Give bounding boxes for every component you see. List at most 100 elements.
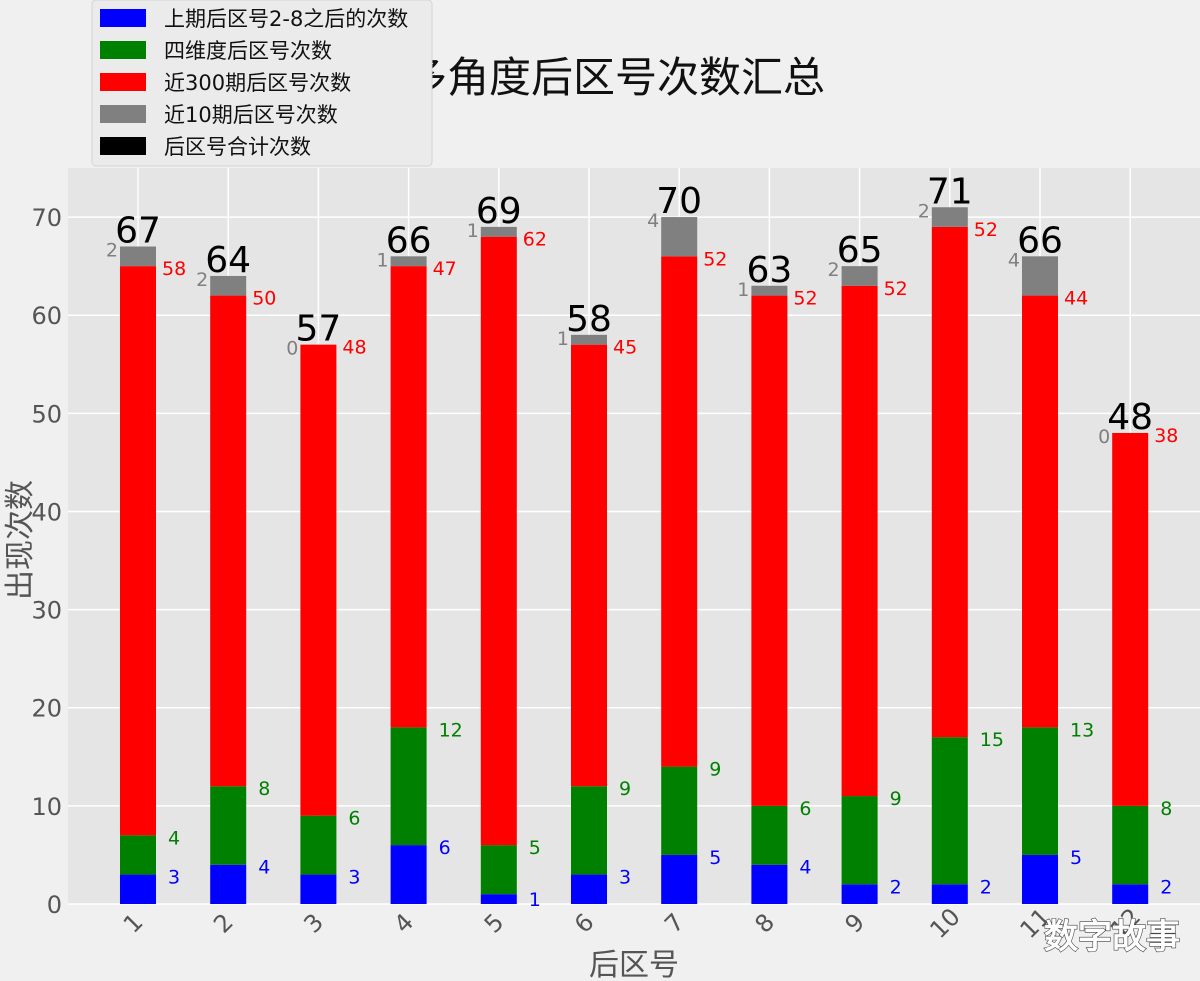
data-label: 9 xyxy=(890,788,902,810)
data-label: 45 xyxy=(613,337,637,359)
data-label: 8 xyxy=(258,778,270,800)
data-label: 4 xyxy=(168,827,180,849)
y-tick-label: 40 xyxy=(31,498,62,526)
x-tick-label: 9 xyxy=(840,908,871,939)
data-label: 4 xyxy=(1008,249,1020,271)
x-axis-label: 后区号 xyxy=(589,948,679,981)
total-label: 64 xyxy=(205,240,251,281)
data-label: 50 xyxy=(252,288,276,310)
y-tick-labels: 0 10 20 30 40 50 60 70 xyxy=(31,204,62,919)
bar-segment-blue xyxy=(751,864,788,904)
bar-segment-green xyxy=(210,786,247,865)
data-label: 38 xyxy=(1154,425,1178,447)
data-label: 62 xyxy=(523,229,547,251)
legend-swatch xyxy=(100,137,146,155)
data-label: 52 xyxy=(703,248,727,270)
x-tick-label: 10 xyxy=(924,903,965,944)
total-label: 71 xyxy=(927,171,973,212)
data-label: 4 xyxy=(647,210,659,232)
y-tick-label: 0 xyxy=(47,891,62,919)
data-label: 6 xyxy=(439,837,451,859)
bar-segment-green xyxy=(841,796,878,885)
data-label: 1 xyxy=(529,889,541,911)
data-label: 6 xyxy=(348,808,360,830)
data-label: 5 xyxy=(529,837,541,859)
data-label: 52 xyxy=(793,288,817,310)
data-label: 15 xyxy=(980,729,1004,751)
legend-label: 近300期后区号次数 xyxy=(164,71,351,95)
data-label: 4 xyxy=(258,857,270,879)
total-label: 66 xyxy=(1017,220,1063,261)
total-label: 70 xyxy=(656,181,702,222)
bar-segment-red xyxy=(210,295,247,787)
data-label: 4 xyxy=(799,857,811,879)
total-label: 58 xyxy=(566,299,612,340)
legend-label: 近10期后区号次数 xyxy=(164,103,338,127)
bar-segment-gray xyxy=(120,246,156,267)
data-label: 9 xyxy=(619,778,631,800)
total-label: 67 xyxy=(115,211,161,252)
bar-segment-blue xyxy=(931,884,968,904)
total-label: 57 xyxy=(295,309,341,350)
bar-segment-gray xyxy=(210,275,247,296)
bar-segment-blue xyxy=(120,874,156,904)
bar-segment-red xyxy=(1022,295,1058,728)
bar-segment-green xyxy=(120,835,156,875)
bar-segment-red xyxy=(390,266,427,728)
legend: 上期后区号2-8之后的次数四维度后区号次数近300期后区号次数近10期后区号次数… xyxy=(91,0,433,167)
legend-label: 四维度后区号次数 xyxy=(164,39,332,63)
data-label: 52 xyxy=(974,219,998,241)
total-label: 65 xyxy=(837,230,883,271)
data-label: 2 xyxy=(980,876,992,898)
bar-segment-gray xyxy=(841,266,878,286)
bar-segment-gray xyxy=(751,285,788,296)
bar-segment-blue xyxy=(661,854,698,904)
y-tick-label: 60 xyxy=(31,302,62,330)
legend-label: 上期后区号2-8之后的次数 xyxy=(164,7,408,31)
data-label: 3 xyxy=(619,867,631,889)
bar-segment-green xyxy=(931,737,968,885)
data-label: 12 xyxy=(439,719,463,741)
total-label: 66 xyxy=(386,220,432,261)
y-tick-label: 70 xyxy=(31,204,62,232)
legend-swatch xyxy=(100,41,146,59)
x-tick-labels: 1 2 3 4 5 6 7 8 9 10 11 12 xyxy=(118,903,1146,944)
data-label: 2 xyxy=(828,259,840,281)
data-label: 13 xyxy=(1070,719,1094,741)
bar-segment-red xyxy=(571,344,607,787)
legend-box xyxy=(91,0,433,167)
data-label: 6 xyxy=(799,798,811,820)
bar-segment-red xyxy=(1112,432,1149,806)
total-label: 69 xyxy=(476,191,522,232)
bar-segment-green xyxy=(300,815,337,875)
bar-segment-red xyxy=(751,295,788,806)
bar-segment-blue xyxy=(480,894,517,904)
data-label: 2 xyxy=(890,876,902,898)
data-label: 2 xyxy=(918,200,930,222)
bar-segment-blue xyxy=(571,874,607,904)
data-label: 2 xyxy=(106,240,118,262)
bar-segment-blue xyxy=(1022,854,1058,904)
data-label: 1 xyxy=(737,279,749,301)
bar-segment-blue xyxy=(300,874,337,904)
legend-label: 后区号合计次数 xyxy=(164,135,311,159)
y-tick-label: 30 xyxy=(31,597,62,625)
bar-segment-blue xyxy=(210,864,247,904)
legend-swatch xyxy=(100,73,146,91)
y-axis-label: 出现次数 xyxy=(3,480,38,600)
bar-segment-green xyxy=(571,786,607,875)
bar-segment-green xyxy=(751,805,788,865)
x-tick-label: 1 xyxy=(118,908,149,939)
y-tick-label: 20 xyxy=(31,695,62,723)
data-label: 5 xyxy=(709,847,721,869)
bar-segment-gray xyxy=(1022,256,1058,296)
bar-segment-red xyxy=(480,236,517,846)
legend-swatch xyxy=(100,9,146,27)
bar-segment-green xyxy=(480,845,517,895)
bar-segment-blue xyxy=(390,845,427,904)
bar-segment-gray xyxy=(571,334,607,345)
bars xyxy=(120,207,1149,904)
data-label: 52 xyxy=(884,278,908,300)
chart-title: 多角度后区号次数汇总 xyxy=(405,53,825,102)
